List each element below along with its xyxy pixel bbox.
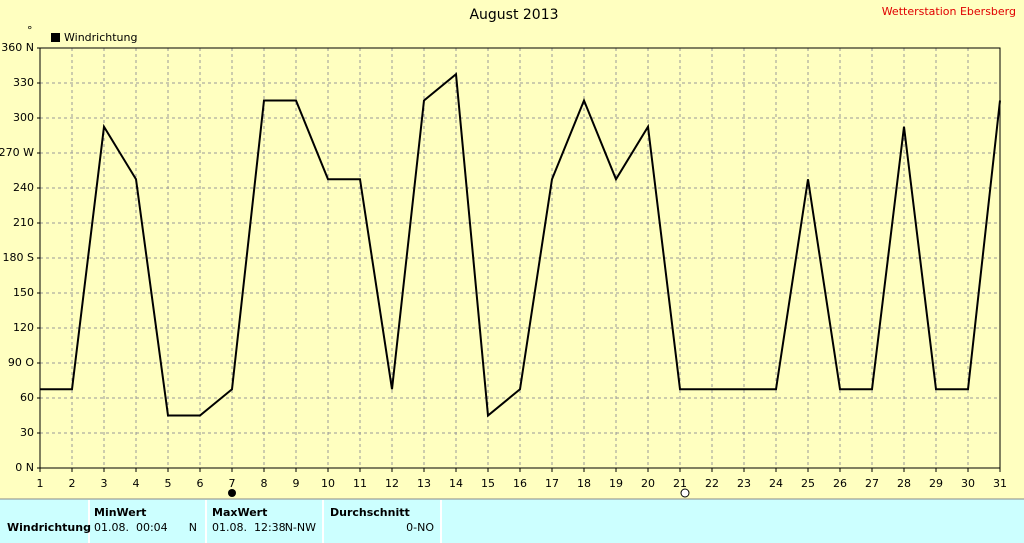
x-tick-label: 25	[801, 477, 815, 490]
x-tick-label: 21	[673, 477, 687, 490]
cell: N-NW	[285, 521, 316, 534]
y-tick-label: 240	[13, 181, 34, 194]
y-tick-label: 270 W	[0, 146, 34, 159]
x-tick-label: 29	[929, 477, 943, 490]
station-name: Wetterstation Ebersberg	[882, 5, 1016, 18]
plot-frame	[39, 47, 1001, 469]
y-tick-label: 360 N	[1, 41, 34, 54]
y-tick-label: 150	[13, 286, 34, 299]
x-tick-label: 15	[481, 477, 495, 490]
cell: 0-NO	[406, 521, 434, 534]
min-marker	[228, 489, 236, 497]
x-tick-label: 14	[449, 477, 463, 490]
legend-swatch	[51, 33, 60, 42]
data-line	[40, 72, 1001, 418]
x-tick-label: 13	[417, 477, 431, 490]
x-tick-label: 7	[229, 477, 236, 490]
y-unit: °	[27, 24, 33, 37]
cell: 01.08. 00:04	[94, 521, 168, 534]
table-dividers	[88, 500, 442, 543]
x-tick-label: 26	[833, 477, 847, 490]
x-tick-label: 3	[101, 477, 108, 490]
x-tick-label: 12	[385, 477, 399, 490]
x-tick-label: 22	[705, 477, 719, 490]
x-tick-label: 28	[897, 477, 911, 490]
x-tick-label: 18	[577, 477, 591, 490]
row-label: Windrichtung	[7, 521, 91, 534]
stats-panel	[0, 499, 1024, 543]
x-tick-label: 10	[321, 477, 335, 490]
x-tick-label: 8	[261, 477, 268, 490]
max-marker	[680, 488, 690, 498]
x-tick-label: 30	[961, 477, 975, 490]
x-tick-label: 9	[293, 477, 300, 490]
x-tick-label: 11	[353, 477, 367, 490]
y-tick-label: 30	[20, 426, 34, 439]
y-tick-label: 120	[13, 321, 34, 334]
x-tick-label: 20	[641, 477, 655, 490]
column-header: MinWert	[94, 506, 146, 519]
y-tick-label: 60	[20, 391, 34, 404]
x-tick-label: 17	[545, 477, 559, 490]
x-tick-label: 16	[513, 477, 527, 490]
x-tick-label: 24	[769, 477, 783, 490]
chart-background	[0, 0, 1024, 499]
y-tick-label: 180 S	[3, 251, 34, 264]
cell: 01.08. 12:38	[212, 521, 286, 534]
x-tick-label: 27	[865, 477, 879, 490]
y-tick-label: 330	[13, 76, 34, 89]
x-tick-label: 23	[737, 477, 751, 490]
x-tick-label: 19	[609, 477, 623, 490]
x-tick-label: 1	[37, 477, 44, 490]
y-tick-label: 90 O	[8, 356, 34, 369]
y-tick-label: 300	[13, 111, 34, 124]
column-header: MaxWert	[212, 506, 267, 519]
cell: N	[189, 521, 197, 534]
x-tick-label: 5	[165, 477, 172, 490]
x-tick-label: 2	[69, 477, 76, 490]
x-tick-label: 31	[993, 477, 1007, 490]
column-header: Durchschnitt	[330, 506, 410, 519]
x-tick-label: 4	[133, 477, 140, 490]
legend-label: Windrichtung	[64, 31, 137, 44]
y-tick-label: 210	[13, 216, 34, 229]
chart-title: August 2013	[469, 7, 558, 23]
x-tick-label: 6	[197, 477, 204, 490]
y-tick-label: 0 N	[15, 461, 34, 474]
